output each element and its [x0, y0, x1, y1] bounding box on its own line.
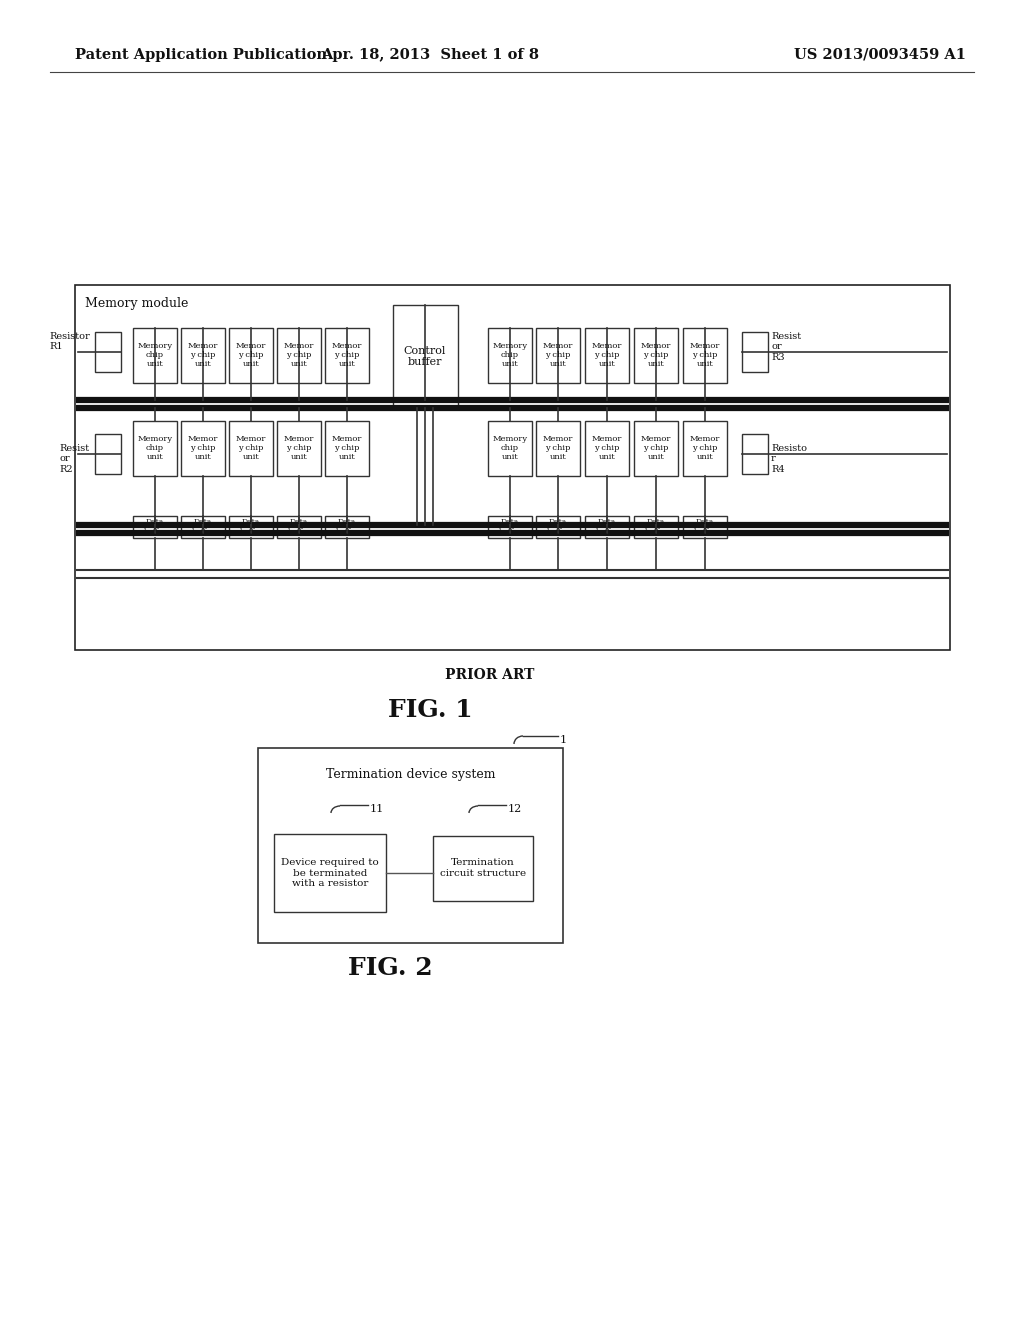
- Text: Memory
chip
unit: Memory chip unit: [493, 342, 527, 368]
- Bar: [95, 434, 121, 474]
- Text: Memor
y chip
unit: Memor y chip unit: [543, 434, 573, 461]
- Bar: [433, 836, 534, 900]
- Text: 12: 12: [508, 804, 522, 814]
- Bar: [133, 421, 177, 475]
- Text: US 2013/0093459 A1: US 2013/0093459 A1: [794, 48, 966, 62]
- Text: Control
buffer: Control buffer: [403, 346, 446, 367]
- Text: Patent Application Publication: Patent Application Publication: [75, 48, 327, 62]
- Text: Memor
y chip
unit: Memor y chip unit: [187, 342, 218, 368]
- Text: Memor
y chip
unit: Memor y chip unit: [592, 434, 623, 461]
- Bar: [229, 421, 273, 475]
- Bar: [488, 421, 532, 475]
- Bar: [683, 421, 727, 475]
- Text: FIG. 1: FIG. 1: [388, 698, 472, 722]
- Text: Data
buffer: Data buffer: [499, 519, 521, 536]
- Text: Memor
y chip
unit: Memor y chip unit: [236, 434, 266, 461]
- Text: FIG. 2: FIG. 2: [348, 956, 432, 979]
- Text: Memor
y chip
unit: Memor y chip unit: [543, 342, 573, 368]
- Bar: [229, 516, 273, 539]
- Bar: [634, 327, 678, 383]
- Text: Memor
y chip
unit: Memor y chip unit: [690, 342, 720, 368]
- Text: Memor
y chip
unit: Memor y chip unit: [592, 342, 623, 368]
- Bar: [488, 327, 532, 383]
- Bar: [181, 421, 225, 475]
- Text: Memor
y chip
unit: Memor y chip unit: [641, 342, 671, 368]
- Text: Device required to
be terminated
with a resistor: Device required to be terminated with a …: [282, 858, 379, 888]
- Bar: [536, 327, 580, 383]
- Text: Memor
y chip
unit: Memor y chip unit: [236, 342, 266, 368]
- Text: 11: 11: [370, 804, 384, 814]
- Text: Memor
y chip
unit: Memor y chip unit: [284, 434, 314, 461]
- Bar: [75, 285, 950, 649]
- Text: Memor
y chip
unit: Memor y chip unit: [641, 434, 671, 461]
- Bar: [274, 834, 386, 912]
- Bar: [683, 516, 727, 539]
- Text: Memor
y chip
unit: Memor y chip unit: [284, 342, 314, 368]
- Bar: [95, 333, 121, 372]
- Bar: [258, 748, 563, 942]
- Bar: [133, 516, 177, 539]
- Text: Resist
or
R2: Resist or R2: [59, 444, 90, 474]
- Text: Resistor
R1: Resistor R1: [49, 333, 90, 351]
- Text: Data
buffer: Data buffer: [288, 519, 310, 536]
- Bar: [181, 327, 225, 383]
- Bar: [585, 327, 629, 383]
- Bar: [325, 421, 369, 475]
- Text: Apr. 18, 2013  Sheet 1 of 8: Apr. 18, 2013 Sheet 1 of 8: [321, 48, 539, 62]
- Bar: [278, 327, 321, 383]
- Text: Resisto
r
R4: Resisto r R4: [771, 444, 807, 474]
- Text: Termination
circuit structure: Termination circuit structure: [440, 858, 526, 878]
- Bar: [392, 305, 458, 408]
- Text: Data
buffer: Data buffer: [547, 519, 569, 536]
- Text: Memory
chip
unit: Memory chip unit: [137, 434, 173, 461]
- Text: Data
buffer: Data buffer: [644, 519, 668, 536]
- Bar: [742, 434, 768, 474]
- Text: 1: 1: [560, 735, 567, 744]
- Text: Data
buffer: Data buffer: [191, 519, 215, 536]
- Text: Resist
or
R3: Resist or R3: [771, 333, 801, 362]
- Bar: [488, 516, 532, 539]
- Text: Data
buffer: Data buffer: [595, 519, 618, 536]
- Bar: [325, 516, 369, 539]
- Text: Memor
y chip
unit: Memor y chip unit: [187, 434, 218, 461]
- Text: Data
buffer: Data buffer: [143, 519, 167, 536]
- Bar: [634, 421, 678, 475]
- Text: Memory module: Memory module: [85, 297, 188, 310]
- Bar: [585, 516, 629, 539]
- Text: Memor
y chip
unit: Memor y chip unit: [690, 434, 720, 461]
- Text: Memor
y chip
unit: Memor y chip unit: [332, 342, 362, 368]
- Bar: [536, 421, 580, 475]
- Text: Memor
y chip
unit: Memor y chip unit: [332, 434, 362, 461]
- Text: Data
buffer: Data buffer: [336, 519, 358, 536]
- Bar: [683, 327, 727, 383]
- Bar: [585, 421, 629, 475]
- Bar: [278, 516, 321, 539]
- Text: Data
buffer: Data buffer: [693, 519, 717, 536]
- Bar: [742, 333, 768, 372]
- Bar: [325, 327, 369, 383]
- Text: Data
buffer: Data buffer: [240, 519, 262, 536]
- Bar: [278, 421, 321, 475]
- Text: Memory
chip
unit: Memory chip unit: [137, 342, 173, 368]
- Bar: [181, 516, 225, 539]
- Bar: [634, 516, 678, 539]
- Text: Termination device system: Termination device system: [326, 768, 496, 781]
- Bar: [133, 327, 177, 383]
- Bar: [536, 516, 580, 539]
- Bar: [229, 327, 273, 383]
- Text: Memory
chip
unit: Memory chip unit: [493, 434, 527, 461]
- Text: PRIOR ART: PRIOR ART: [445, 668, 535, 682]
